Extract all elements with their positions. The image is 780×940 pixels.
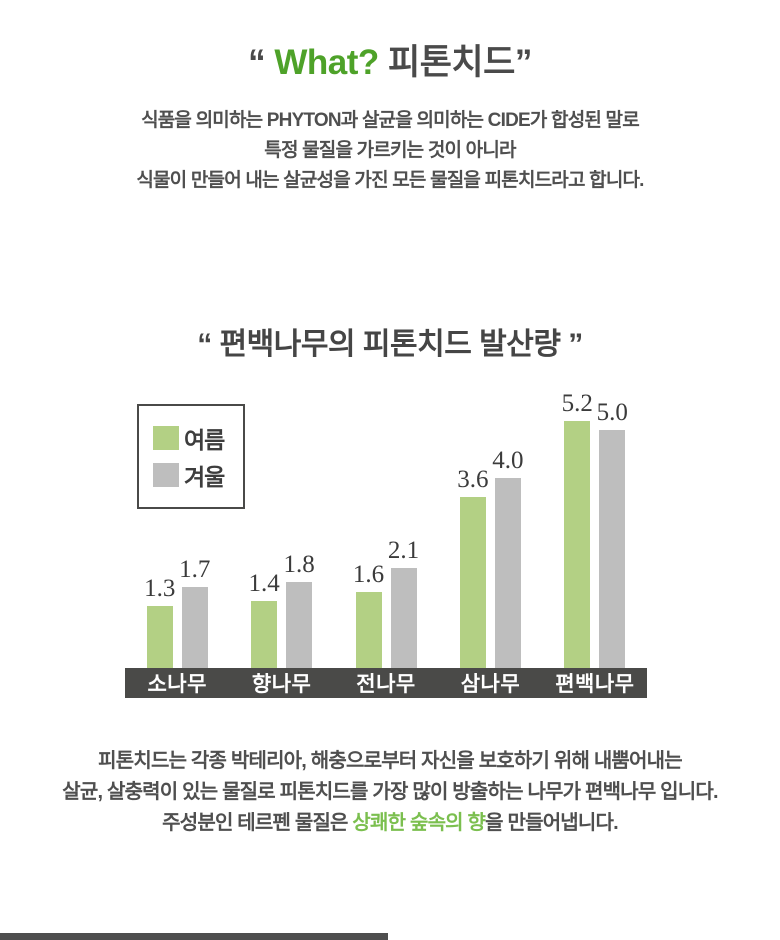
category-label: 편백나무 <box>555 673 635 696</box>
title-quote-close: ” <box>514 43 533 82</box>
bar-value-label: 4.0 <box>492 447 524 474</box>
outro-line-3-pre: 주성분인 테르펜 물질은 <box>162 812 353 834</box>
bar-겨울-소나무 <box>181 587 208 668</box>
bar-value-label: 5.0 <box>596 399 628 426</box>
x-axis-band: 소나무 향나무 전나무 삼나무 편백나무 <box>125 668 647 698</box>
bar-value-label: 1.6 <box>352 561 385 588</box>
outro-line-3: 주성분인 테르펜 물질은 상쾌한 숲속의 향을 만들어냅니다. <box>0 808 780 839</box>
bar-value-label: 2.1 <box>387 537 420 564</box>
intro-paragraph: 식품을 의미하는 PHYTON과 살균을 의미하는 CIDE가 합성된 말로 특… <box>0 106 780 196</box>
category-label: 전나무 <box>356 673 416 696</box>
category-label: 삼나무 <box>460 673 521 696</box>
outro-line-1: 피톤치드는 각종 박테리아, 해충으로부터 자신을 보호하기 위해 내뿜어내는 <box>98 750 682 772</box>
bar-여름-전나무 <box>355 592 382 668</box>
legend-swatch-summer <box>153 426 179 450</box>
bar-겨울-편백나무 <box>599 430 626 668</box>
legend-label-winter: 겨울 <box>184 464 225 490</box>
bar-여름-소나무 <box>146 606 173 668</box>
bar-여름-편백나무 <box>564 421 591 668</box>
outro-highlight: 상쾌한 숲속의 향 <box>352 812 486 834</box>
legend-entry-summer: 여름 <box>153 421 235 455</box>
bar-겨울-향나무 <box>286 582 313 668</box>
outro-line-3-post: 을 만들어냅니다. <box>485 812 619 834</box>
category-label: 향나무 <box>251 673 312 696</box>
legend-entry-winter: 겨울 <box>153 458 235 492</box>
bottom-divider-bar <box>0 933 388 940</box>
bar-value-label: 3.6 <box>457 466 489 493</box>
title-highlight: What? <box>274 43 389 82</box>
bar-여름-향나무 <box>251 601 278 668</box>
outro-paragraph: 피톤치드는 각종 박테리아, 해충으로부터 자신을 보호하기 위해 내뿜어내는 … <box>0 746 780 839</box>
bar-value-label: 1.4 <box>248 570 280 597</box>
intro-line-1: 식품을 의미하는 PHYTON과 살균을 의미하는 CIDE가 합성된 말로 <box>141 110 640 131</box>
page-title: “ What? 피톤치드” <box>0 40 780 86</box>
category-label: 소나무 <box>147 673 207 696</box>
bar-value-label: 5.2 <box>561 390 593 417</box>
bar-겨울-전나무 <box>390 568 417 668</box>
title-quote-open: “ <box>248 43 275 82</box>
intro-line-2: 특정 물질을 가르키는 것이 아니라 <box>264 140 516 161</box>
bar-chart: 여름 겨울 소나무 향나무 전나무 삼나무 편백나무 1.3 1.7 1.4 1.8 1.6 2.… <box>0 368 780 701</box>
bar-겨울-삼나무 <box>494 478 521 668</box>
bar-value-label: 1.8 <box>283 551 315 578</box>
bar-여름-삼나무 <box>459 497 486 668</box>
chart-title: “ 편백나무의 피톤치드 발산량 ” <box>197 328 583 361</box>
chart-legend: 여름 겨울 <box>137 404 245 509</box>
bar-value-label: 1.7 <box>179 556 211 583</box>
legend-swatch-winter <box>153 463 179 487</box>
intro-line-3: 식물이 만들어 내는 살균성을 가진 모든 물질을 피톤치드라고 합니다. <box>136 170 644 191</box>
outro-line-2: 살균, 살충력이 있는 물질로 피톤치드를 가장 많이 방출하는 나무가 편백나… <box>62 781 718 803</box>
bar-value-label: 1.3 <box>144 575 176 602</box>
title-text: 피톤치드 <box>388 43 515 82</box>
legend-label-summer: 여름 <box>184 427 225 453</box>
